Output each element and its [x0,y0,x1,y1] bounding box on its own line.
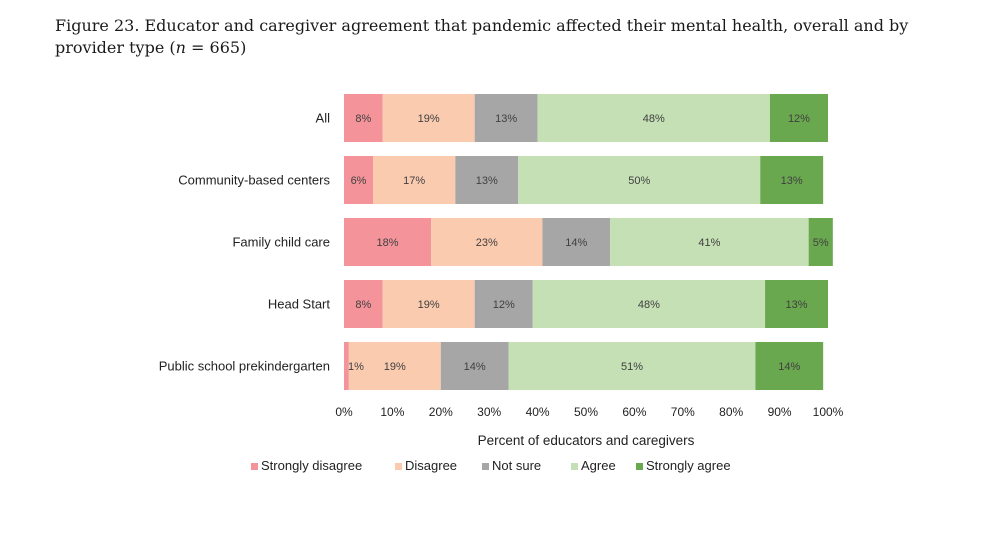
legend-swatch [636,463,643,470]
x-tick-label: 70% [671,405,695,419]
data-label: 13% [476,175,498,187]
bar-segment [474,94,538,142]
x-axis-title: Percent of educators and caregivers [478,433,695,448]
x-tick-label: 0% [335,405,353,419]
x-tick-label: 30% [477,405,501,419]
bar-segment [344,94,383,142]
x-tick-label: 10% [380,405,404,419]
figure-title: Figure 23. Educator and caregiver agreem… [55,15,935,59]
category-label: All [316,111,331,126]
data-label: 5% [813,237,829,249]
figure-title-suffix: = 665) [185,38,247,57]
figure-title-n: n [175,38,186,57]
bar-segment [769,94,828,142]
data-label: 13% [495,113,517,125]
data-label: 14% [464,361,486,373]
data-label: 50% [628,175,650,187]
data-label: 41% [698,237,720,249]
bar-segment [542,218,611,266]
bar-segment [440,342,509,390]
bar-segment [508,342,756,390]
data-label: 19% [418,113,440,125]
data-label: 48% [638,299,660,311]
data-label: 23% [476,237,498,249]
x-tick-label: 90% [768,405,792,419]
legend-label: Not sure [492,458,541,473]
data-label: 12% [788,113,810,125]
bar-segment [431,218,543,266]
data-label: 1% [348,361,364,373]
data-label: 8% [355,113,371,125]
data-label: 14% [565,237,587,249]
category-label: Family child care [232,235,330,250]
legend-swatch [482,463,489,470]
x-tick-label: 100% [813,405,844,419]
legend-swatch [251,463,258,470]
bar-segment [382,280,475,328]
bar-segment [808,218,833,266]
x-tick-label: 40% [526,405,550,419]
data-label: 12% [493,299,515,311]
data-label: 48% [643,113,665,125]
data-label: 13% [786,299,808,311]
x-tick-label: 80% [719,405,743,419]
legend-label: Disagree [405,458,457,473]
bar-segment [610,218,809,266]
figure-title-prefix: Figure 23. Educator and caregiver agreem… [55,16,909,57]
data-label: 6% [351,175,367,187]
category-label: Public school prekindergarten [159,359,330,374]
bar-segment [765,280,828,328]
data-label: 13% [781,175,803,187]
bar-segment [474,280,533,328]
category-label: Community-based centers [178,173,330,188]
legend-label: Strongly agree [646,458,731,473]
x-tick-label: 50% [574,405,598,419]
legend-label: Agree [581,458,616,473]
bar-segment [755,342,824,390]
bar-segment [537,94,770,142]
data-label: 17% [403,175,425,187]
bar-segment [344,218,432,266]
x-tick-label: 20% [429,405,453,419]
data-label: 18% [377,237,399,249]
data-label: 19% [384,361,406,373]
bar-segment [373,156,456,204]
data-label: 19% [418,299,440,311]
x-tick-label: 60% [622,405,646,419]
data-label: 8% [355,299,371,311]
bar-segment [760,156,824,204]
bar-segment [344,342,349,390]
category-label: Head Start [268,297,331,312]
bar-segment [344,156,374,204]
data-label: 51% [621,361,643,373]
bar-segment [348,342,441,390]
bar-segment [518,156,761,204]
data-label: 14% [778,361,800,373]
legend-swatch [571,463,578,470]
bar-segment [344,280,383,328]
legend-label: Strongly disagree [261,458,362,473]
bar-segment [532,280,766,328]
bar-segment [455,156,519,204]
bar-segment [382,94,475,142]
legend-swatch [395,463,402,470]
